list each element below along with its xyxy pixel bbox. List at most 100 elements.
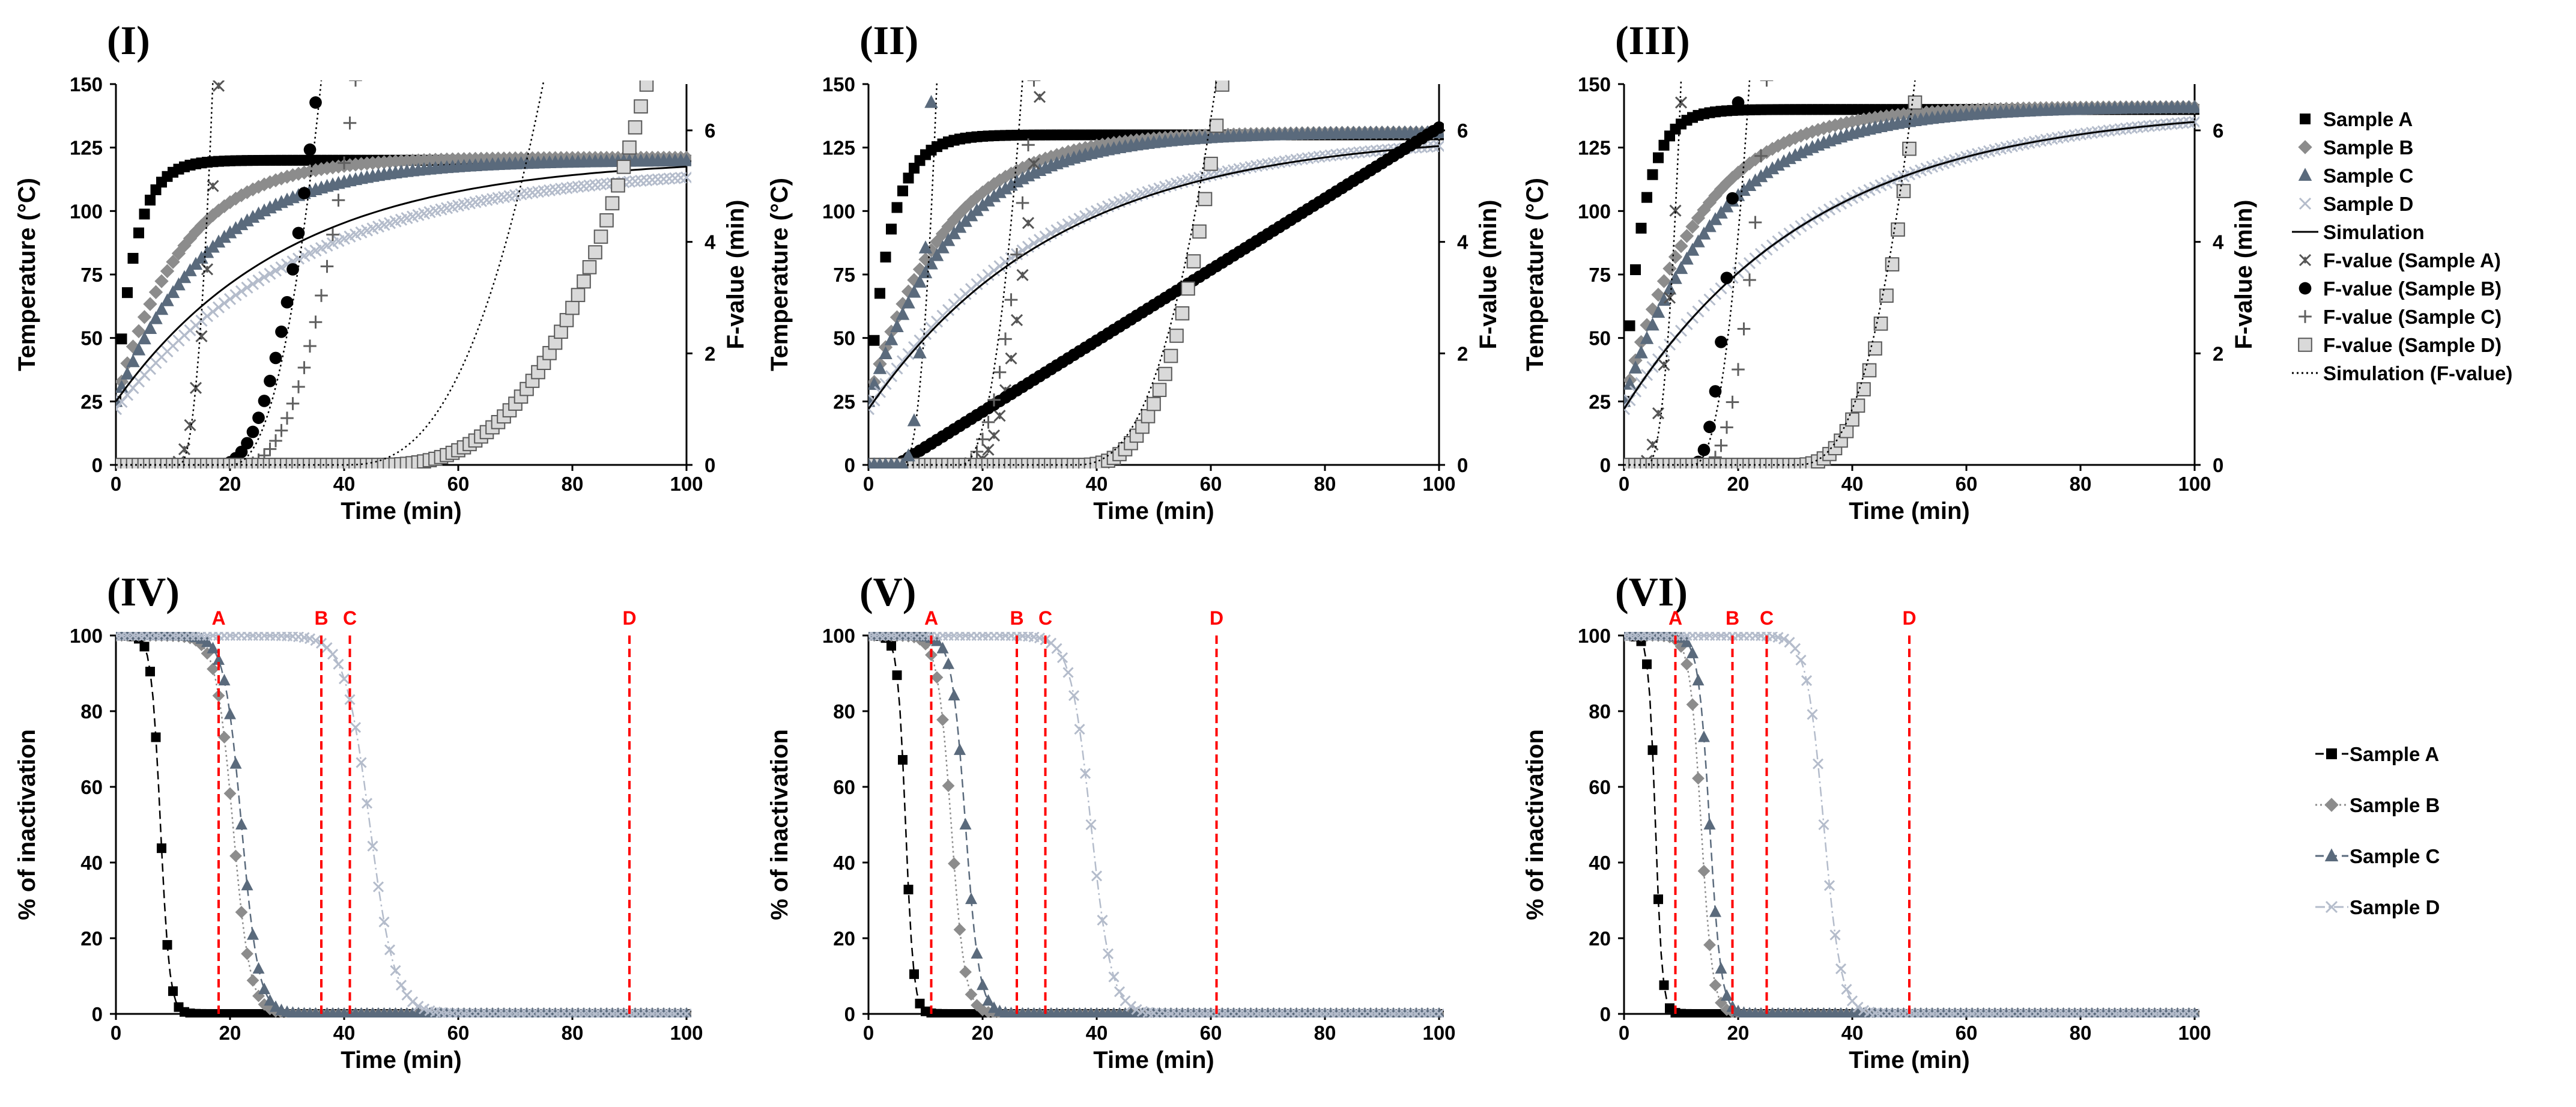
panel-label: (IV) (107, 569, 180, 614)
data-point (886, 223, 897, 235)
data-point (264, 267, 276, 280)
legend-swatch (2299, 282, 2312, 295)
data-point (1685, 243, 1700, 256)
x-tick-label: 80 (562, 1022, 584, 1044)
y-tick-label: 100 (822, 200, 855, 222)
y2-tick-label: 6 (1457, 120, 1468, 142)
data-point (1651, 287, 1665, 302)
y-tick-label: 125 (822, 137, 855, 159)
data-point (1709, 978, 1722, 992)
data-point (184, 419, 196, 431)
data-point (993, 185, 1007, 198)
legend-swatch (2325, 900, 2338, 914)
data-point (1720, 420, 1733, 434)
data-point (907, 413, 921, 426)
data-point (241, 281, 253, 294)
data-point (1726, 192, 1739, 205)
data-point (1732, 363, 1745, 376)
x-tick-label: 0 (111, 1022, 121, 1044)
legend-label: Simulation (F-value) (2323, 362, 2512, 384)
data-point (1703, 938, 1716, 951)
data-point (269, 434, 282, 447)
data-point (652, 173, 664, 186)
x-tick-label: 60 (447, 1022, 470, 1044)
series-sample-d (116, 632, 691, 1018)
data-point (247, 928, 259, 940)
y2-tick-label: 2 (705, 342, 715, 365)
series-sample-d (868, 632, 1444, 1018)
data-point (1760, 165, 1774, 178)
data-point (1754, 149, 1768, 163)
panel-label: (VI) (1615, 569, 1688, 614)
data-point (160, 264, 175, 279)
data-point (241, 437, 253, 450)
data-point (1708, 212, 1723, 225)
data-point (1841, 984, 1852, 995)
data-point (275, 261, 288, 274)
data-point (1771, 139, 1786, 153)
series-sample-c (868, 632, 1444, 1018)
data-point (918, 240, 933, 253)
data-point (139, 208, 150, 220)
data-point (269, 351, 282, 365)
data-point (1192, 224, 1207, 239)
series-simulation (116, 166, 687, 402)
data-point (1114, 986, 1126, 998)
data-point (309, 315, 323, 329)
data-point (1646, 438, 1659, 451)
plot-area (116, 632, 691, 1018)
data-point (235, 285, 248, 298)
data-point (303, 339, 317, 353)
data-point (139, 641, 150, 652)
data-point (1687, 646, 1699, 658)
data-point (628, 120, 643, 135)
data-point (166, 255, 180, 269)
data-point (218, 673, 231, 686)
data-point (892, 670, 902, 681)
data-point (286, 263, 299, 276)
data-point (999, 256, 1012, 268)
data-point (172, 277, 186, 291)
red-marker-label: A (211, 607, 225, 629)
data-point (137, 310, 152, 324)
data-point (868, 335, 880, 346)
data-point (310, 635, 321, 646)
x-axis-title: Time (min) (1849, 498, 1970, 524)
data-point (896, 307, 910, 320)
y-tick-label: 0 (1600, 454, 1611, 476)
data-point (116, 393, 123, 407)
data-point (1169, 329, 1184, 343)
data-point (1175, 306, 1190, 321)
data-point (132, 324, 146, 339)
data-point (241, 947, 253, 960)
data-point (982, 268, 995, 281)
data-point (143, 297, 157, 311)
legend-label: Sample C (2323, 165, 2413, 187)
plot-area (116, 80, 691, 469)
legend-top: Sample A Sample B Sample C Sample D Simulati… (2292, 108, 2512, 384)
series-f-value-sample-d- (868, 80, 1229, 469)
data-point (1822, 120, 1837, 134)
data-point (1818, 819, 1829, 831)
data-point (333, 658, 344, 670)
y-tick-label: 25 (1589, 390, 1611, 413)
data-point (948, 688, 960, 701)
data-point (177, 270, 192, 284)
data-point (148, 285, 163, 300)
data-point (1022, 217, 1035, 229)
data-point (640, 174, 653, 187)
data-point (599, 213, 614, 228)
data-point (898, 755, 908, 765)
data-point (252, 989, 265, 1002)
data-point (1624, 402, 1631, 416)
data-point (1902, 141, 1917, 156)
data-point (1835, 963, 1847, 974)
data-point (936, 713, 949, 726)
series-simulation (1624, 121, 2195, 410)
data-point (1720, 1003, 1733, 1016)
data-point (616, 160, 631, 174)
data-point (145, 667, 155, 677)
data-point (361, 798, 373, 809)
series-sample-d (1624, 632, 2199, 1018)
